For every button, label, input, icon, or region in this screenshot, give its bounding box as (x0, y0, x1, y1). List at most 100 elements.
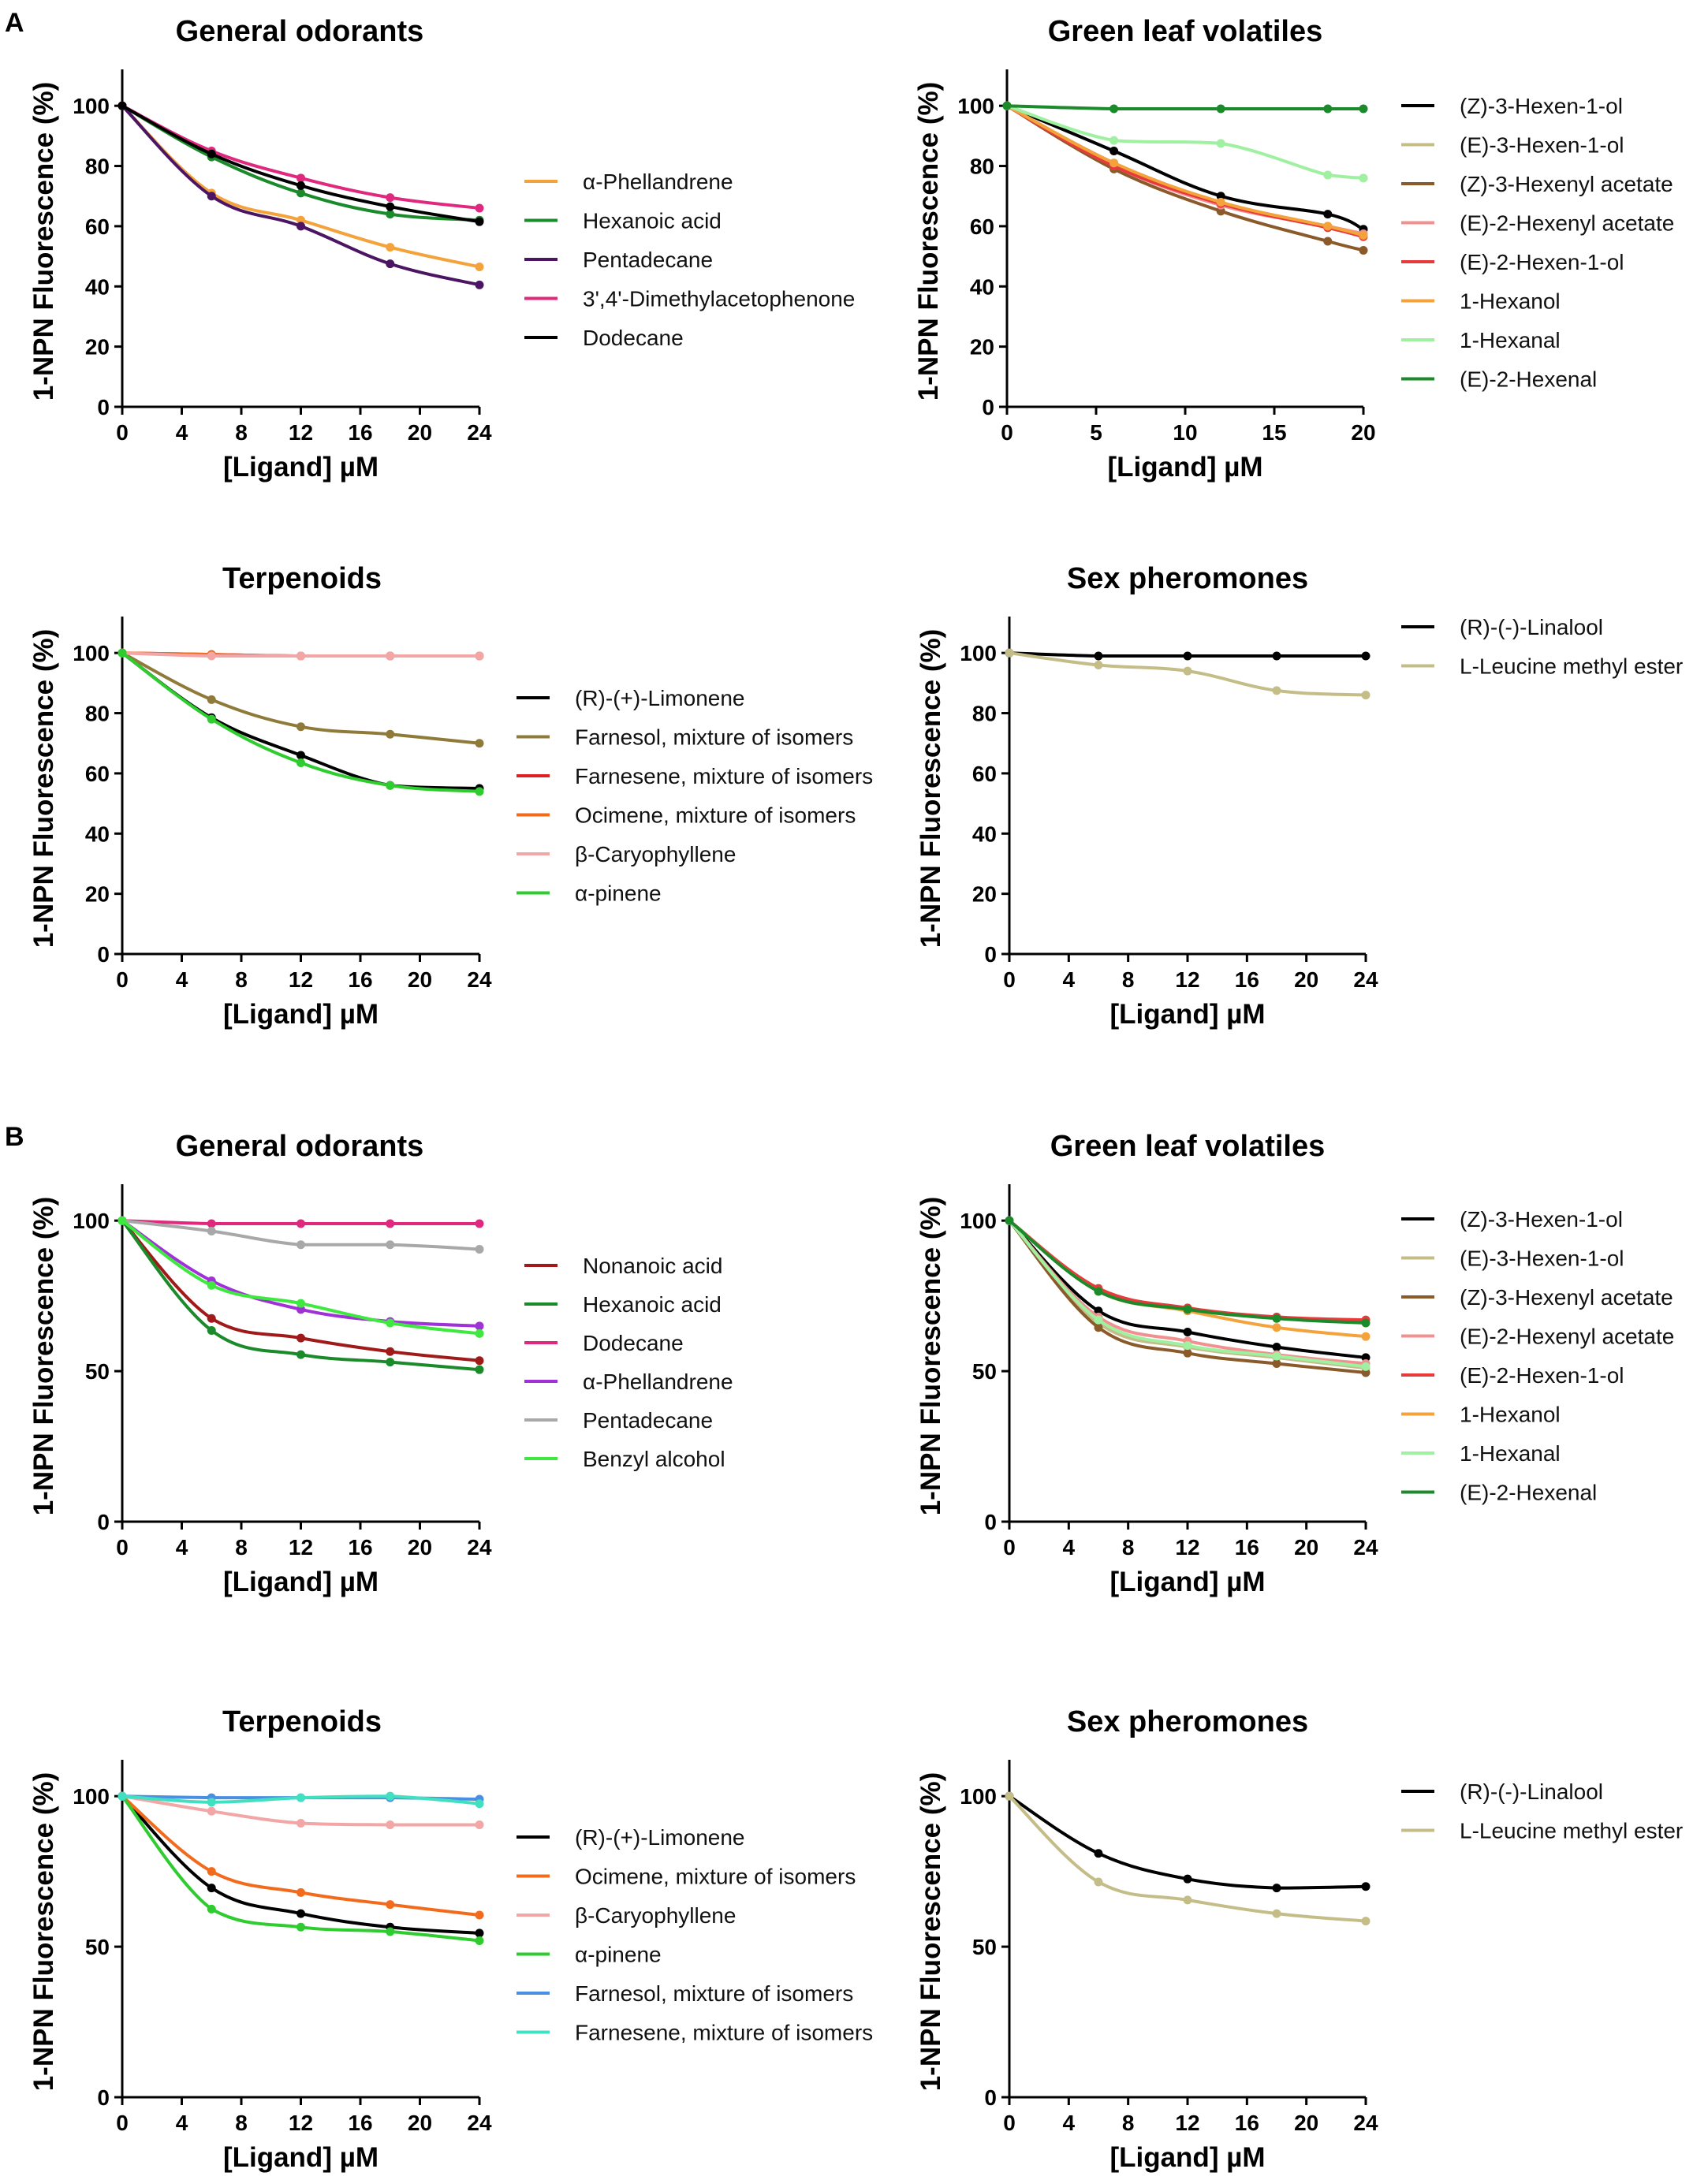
data-point (1094, 1877, 1103, 1887)
legend-item: 1-Hexanal (1401, 328, 1561, 352)
series-caryophyllene (117, 648, 484, 661)
legend-item: β-Caryophyllene (517, 1903, 736, 1928)
series-line (1008, 1219, 1367, 1369)
legend-item: Farnesol, mixture of isomers (517, 725, 853, 750)
data-point (207, 1280, 216, 1290)
series-benzyl-alcohol (117, 1216, 484, 1338)
legend-label: (R)-(+)-Limonene (575, 686, 745, 710)
series-line (1005, 104, 1365, 180)
series-r-linalool (1005, 1791, 1371, 1893)
legend-item: β-Caryophyllene (517, 842, 736, 866)
x-axis-label: [Ligand] µM (223, 2142, 379, 2173)
x-tick-label: 8 (1122, 967, 1135, 992)
y-tick-label: 0 (97, 2085, 110, 2110)
legend-item: 3',4'-Dimethylacetophenone (524, 287, 855, 311)
data-point (296, 1240, 305, 1250)
legend-item: Dodecane (524, 1331, 684, 1355)
data-point (475, 1799, 484, 1809)
x-tick-label: 4 (1063, 1535, 1076, 1560)
legend-label: Farnesol, mixture of isomers (575, 1981, 853, 2006)
data-point (1323, 222, 1333, 231)
x-tick-label: 12 (289, 420, 313, 445)
series-line (1008, 1794, 1367, 1890)
series-l-leucine-methyl-ester (1005, 1791, 1371, 1926)
y-tick-label: 100 (960, 1209, 997, 1233)
series-pentadecane (117, 1216, 484, 1254)
x-tick-label: 24 (1353, 1535, 1378, 1560)
x-tick-label: 24 (1353, 967, 1378, 992)
x-tick-label: 8 (235, 1535, 248, 1560)
x-tick-label: 20 (408, 420, 432, 445)
data-point (1183, 1895, 1192, 1905)
x-tick-label: 12 (289, 2111, 313, 2135)
x-tick-label: 16 (348, 967, 372, 992)
legend: (Z)-3-Hexen-1-ol (E)-3-Hexen-1-ol (Z)-3-He… (1401, 1207, 1674, 1505)
y-axis-label: 1-NPN Fluorescence (%) (28, 82, 59, 401)
legend-label: Hexanoic acid (583, 209, 722, 233)
data-point (475, 1356, 484, 1366)
series-e-2-hexenal (1002, 101, 1368, 114)
data-point (296, 1819, 305, 1828)
series-pinene (117, 1791, 484, 1945)
data-point (386, 1347, 395, 1356)
chart-b-green-leaf-volatiles: Green leaf volatiles 0 50 100 0 4 8 12 16 20 24 [Li… (916, 1130, 1674, 1597)
data-point (1359, 230, 1368, 240)
y-tick-label: 50 (85, 1935, 110, 1959)
legend-item: (Z)-3-Hexenyl acetate (1401, 172, 1673, 196)
legend-item: (Z)-3-Hexen-1-ol (1401, 94, 1623, 118)
legend-label: Pentadecane (583, 1408, 713, 1433)
x-axis-label: [Ligand] µM (223, 452, 379, 483)
chart-a-sex-pheromones: Sex pheromones 0 20 40 60 80 100 0 4 8 12 16 20 24 [Li… (916, 562, 1683, 1030)
legend-label: Nonanoic acid (583, 1254, 722, 1278)
data-point (475, 1936, 484, 1945)
data-point (1272, 1359, 1281, 1369)
legend-item: Pentadecane (524, 248, 713, 272)
legend-label: α-pinene (575, 1943, 662, 1967)
data-point (1005, 1791, 1014, 1801)
data-point (1216, 139, 1225, 148)
series-1-hexanal (1005, 1216, 1371, 1371)
data-point (475, 1219, 484, 1228)
legend-label: α-Phellandrene (583, 1369, 733, 1394)
x-tick-label: 20 (1294, 967, 1318, 992)
legend-label: Dodecane (583, 326, 684, 350)
data-point (207, 1219, 216, 1228)
data-point (1094, 1849, 1103, 1858)
data-point (386, 651, 395, 661)
legend-item: α-Phellandrene (524, 1369, 733, 1394)
y-tick-label: 80 (85, 702, 110, 726)
legend-label: (Z)-3-Hexenyl acetate (1460, 172, 1673, 196)
data-point (1183, 1327, 1192, 1336)
data-point (1094, 660, 1103, 669)
x-tick-label: 0 (1001, 420, 1013, 445)
x-tick-label: 8 (235, 420, 248, 445)
data-point (386, 193, 395, 203)
x-axis-label: [Ligand] µM (1109, 2142, 1265, 2173)
legend-item: (E)-2-Hexenyl acetate (1401, 211, 1674, 236)
y-tick-label: 60 (85, 214, 110, 239)
chart-title: General odorants (176, 1130, 424, 1163)
y-tick-label: 100 (960, 1784, 997, 1809)
y-tick-label: 50 (85, 1359, 110, 1384)
legend-label: Benzyl alcohol (583, 1447, 725, 1471)
legend-label: L-Leucine methyl ester (1460, 654, 1683, 679)
data-point (1216, 207, 1225, 216)
legend-item: 1-Hexanal (1401, 1441, 1561, 1466)
data-point (207, 1798, 216, 1807)
x-tick-label: 20 (408, 1535, 432, 1560)
data-point (475, 1820, 484, 1829)
data-point (1183, 1305, 1192, 1314)
data-point (475, 787, 484, 796)
legend-item: Ocimene, mixture of isomers (517, 803, 856, 828)
legend-label: Ocimene, mixture of isomers (575, 803, 856, 828)
legend-label: (E)-3-Hexen-1-ol (1460, 133, 1624, 158)
data-point (1359, 245, 1368, 255)
data-point (296, 1909, 305, 1918)
x-tick-label: 4 (176, 1535, 188, 1560)
legend-label: (E)-3-Hexen-1-ol (1460, 1247, 1624, 1271)
data-point (386, 210, 395, 219)
chart-b-terpenoids: Terpenoids 0 50 100 0 4 8 12 16 20 24 [Ligand] µM 1-… (28, 1705, 873, 2173)
legend-item: (R)-(-)-Linalool (1401, 615, 1603, 639)
x-tick-label: 4 (1063, 967, 1076, 992)
